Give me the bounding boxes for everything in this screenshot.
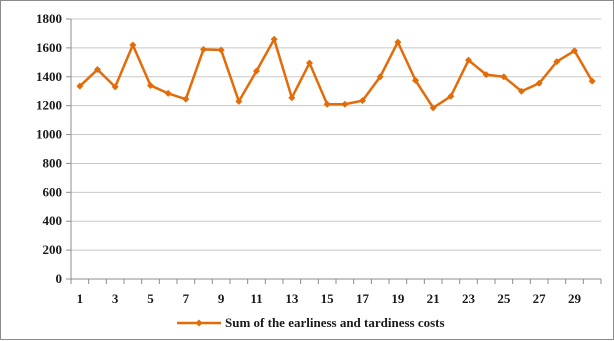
data-point (217, 46, 225, 54)
legend-swatch-marker (195, 319, 203, 327)
data-point (588, 77, 596, 85)
y-tick-label: 400 (43, 213, 63, 228)
y-tick-label: 1400 (36, 69, 62, 84)
data-point (253, 67, 260, 75)
data-point (500, 73, 508, 81)
legend: Sum of the earliness and tardiness costs (177, 315, 445, 330)
x-tick-label: 11 (250, 291, 262, 306)
y-tick-label: 0 (56, 271, 63, 286)
x-tick-label: 13 (285, 291, 299, 306)
x-tick-label: 15 (321, 291, 335, 306)
data-point (429, 104, 437, 112)
data-point (164, 89, 172, 97)
data-point (341, 100, 349, 108)
data-point (465, 56, 472, 64)
data-point (94, 66, 101, 74)
data-point (518, 87, 525, 95)
data-point (270, 35, 278, 43)
x-tick-label: 23 (462, 291, 476, 306)
y-tick-label: 800 (43, 155, 63, 170)
data-point (535, 79, 543, 87)
x-tick-label: 17 (356, 291, 370, 306)
y-tick-label: 1000 (36, 127, 62, 142)
data-point (129, 41, 137, 49)
data-point (111, 83, 119, 91)
data-point (376, 73, 384, 81)
x-tick-label: 25 (497, 291, 511, 306)
y-tick-label: 1800 (36, 11, 62, 26)
x-tick-label: 19 (391, 291, 405, 306)
y-tick-label: 600 (43, 184, 63, 199)
data-point (359, 97, 366, 105)
series (76, 35, 596, 112)
data-point (147, 81, 154, 89)
data-point (182, 95, 190, 103)
data-point (447, 92, 455, 100)
x-tick-label: 3 (112, 291, 119, 306)
data-point (553, 58, 561, 66)
y-tick-label: 200 (43, 242, 63, 257)
data-point (76, 82, 84, 90)
x-tick-label: 29 (568, 291, 582, 306)
data-point (200, 45, 207, 53)
y-tick-label: 1200 (36, 98, 62, 113)
y-tick-label: 1600 (36, 40, 62, 55)
legend-label: Sum of the earliness and tardiness costs (225, 315, 445, 330)
data-point (482, 71, 490, 79)
data-point (306, 59, 313, 67)
x-tick-label: 7 (183, 291, 190, 306)
x-tick-label: 5 (147, 291, 154, 306)
x-tick-label: 21 (427, 291, 440, 306)
series-line (78, 37, 594, 110)
gridlines (71, 18, 601, 251)
data-point (412, 76, 419, 84)
data-point (288, 94, 296, 102)
x-tick-label: 27 (533, 291, 547, 306)
data-point (571, 47, 578, 55)
data-point (394, 38, 402, 46)
x-tick-label: 1 (77, 291, 84, 306)
x-tick-label: 9 (218, 291, 225, 306)
data-point (323, 100, 331, 108)
data-point (235, 97, 243, 105)
